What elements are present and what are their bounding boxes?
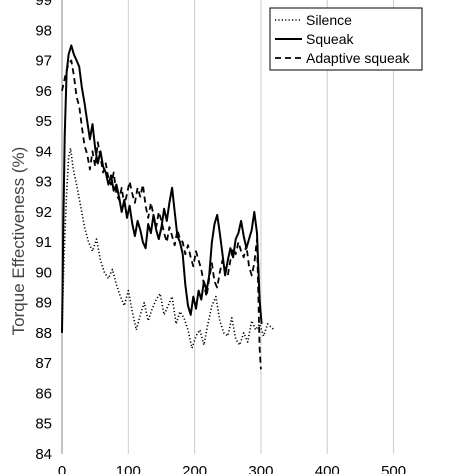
y-tick-label: 98 [35,22,52,39]
y-tick-labels: 84 85 86 87 88 89 90 91 92 93 94 95 96 97 98 99 [35,0,52,463]
y-tick-label: 87 [35,355,52,372]
series-line-squeak [61,44,263,333]
series-lines [61,44,275,370]
y-tick-label: 96 [35,83,52,100]
y-tick-label: 95 [35,113,52,130]
y-tick-label: 94 [35,143,52,160]
x-tick-label: 200 [182,463,207,474]
series-line-silence [61,147,275,349]
x-tick-labels: 0 100 200 300 400 500 [58,463,406,474]
x-tick-label: 100 [116,463,141,474]
gridlines [127,0,395,454]
legend-label: Silence [306,12,352,28]
y-tick-label: 93 [35,174,52,191]
y-tick-label: 92 [35,204,52,221]
y-tick-label: 90 [35,264,52,281]
x-tick-label: 0 [58,463,66,474]
y-tick-label: 85 [35,416,52,433]
y-tick-label: 89 [35,295,52,312]
y-tick-label: 86 [35,385,52,402]
y-tick-label: 97 [35,53,52,70]
y-tick-label: 91 [35,234,52,251]
x-tick-label: 300 [248,463,273,474]
legend-label: Squeak [306,31,354,47]
y-axis-title: Torque Effectiveness (%) [9,147,28,336]
legend-label: Adaptive squeak [306,50,411,66]
legend: Silence Squeak Adaptive squeak [269,7,423,71]
series-line-adaptive-squeak [61,59,262,370]
x-tick-label: 500 [381,463,406,474]
y-tick-label: 88 [35,325,52,342]
x-tick-label: 400 [315,463,340,474]
y-tick-label: 99 [35,0,52,9]
y-tick-label: 84 [35,446,52,463]
